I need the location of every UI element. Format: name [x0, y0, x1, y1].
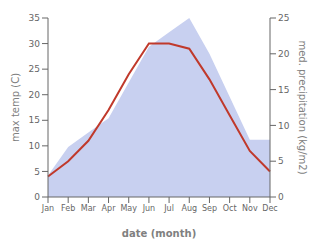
svg-text:May: May [120, 204, 137, 213]
svg-text:25: 25 [29, 64, 40, 74]
svg-text:10: 10 [29, 141, 41, 151]
svg-text:Dec: Dec [262, 204, 277, 213]
svg-text:15: 15 [29, 115, 40, 125]
svg-text:Nov: Nov [242, 204, 258, 213]
svg-text:20: 20 [278, 49, 290, 59]
svg-text:5: 5 [34, 167, 40, 177]
svg-text:35: 35 [29, 13, 40, 23]
svg-text:30: 30 [29, 39, 41, 49]
svg-text:Jan: Jan [41, 204, 54, 213]
svg-text:25: 25 [278, 13, 289, 23]
svg-text:Jun: Jun [142, 204, 156, 213]
svg-text:Jul: Jul [163, 204, 174, 213]
svg-text:10: 10 [278, 121, 290, 131]
svg-text:med. precipitation (kg/m2): med. precipitation (kg/m2) [297, 40, 308, 174]
svg-text:20: 20 [29, 90, 41, 100]
svg-text:0: 0 [278, 192, 284, 202]
svg-text:0: 0 [34, 192, 40, 202]
svg-text:Mar: Mar [81, 204, 97, 213]
svg-text:Sep: Sep [202, 204, 217, 213]
svg-text:date (month): date (month) [122, 228, 196, 239]
svg-text:Aug: Aug [181, 204, 197, 213]
svg-text:15: 15 [278, 85, 289, 95]
svg-text:Oct: Oct [223, 204, 237, 213]
svg-text:Feb: Feb [61, 204, 75, 213]
svg-text:Apr: Apr [102, 204, 117, 213]
svg-text:max temp (C): max temp (C) [10, 73, 21, 142]
svg-text:5: 5 [278, 156, 284, 166]
